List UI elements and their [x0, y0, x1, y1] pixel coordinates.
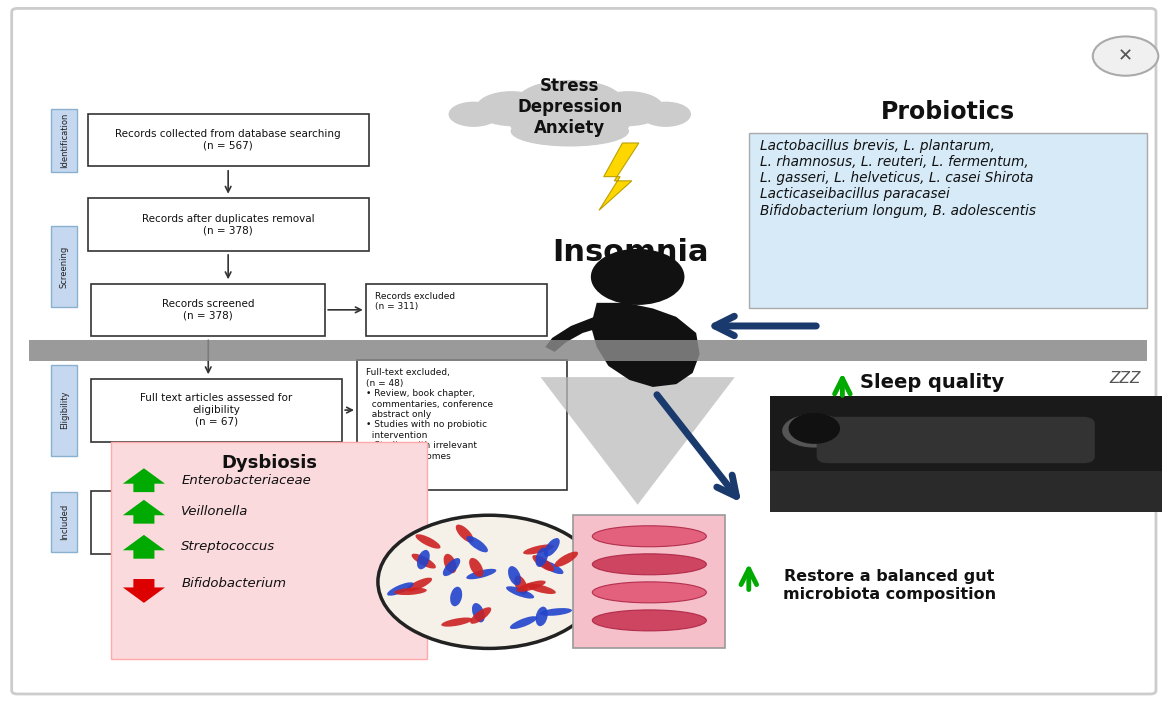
- Polygon shape: [123, 579, 165, 603]
- Ellipse shape: [555, 552, 578, 567]
- Ellipse shape: [406, 578, 432, 592]
- Polygon shape: [591, 303, 700, 387]
- Ellipse shape: [525, 583, 556, 594]
- Ellipse shape: [467, 569, 496, 579]
- Text: Records collected from database searching
(n = 567): Records collected from database searchin…: [116, 130, 340, 151]
- Ellipse shape: [517, 81, 622, 123]
- FancyBboxPatch shape: [91, 283, 325, 336]
- FancyBboxPatch shape: [357, 360, 567, 489]
- Ellipse shape: [592, 610, 707, 631]
- FancyBboxPatch shape: [12, 8, 1156, 694]
- Ellipse shape: [417, 550, 429, 569]
- FancyBboxPatch shape: [770, 396, 1162, 512]
- Text: Probiotics: Probiotics: [881, 100, 1014, 124]
- Ellipse shape: [443, 554, 456, 573]
- Ellipse shape: [523, 545, 553, 554]
- Ellipse shape: [456, 524, 474, 543]
- Ellipse shape: [387, 583, 414, 596]
- Text: Full text articles assessed for
eligibility
(n = 67): Full text articles assessed for eligibil…: [140, 393, 292, 427]
- Text: Enterobacteriaceae: Enterobacteriaceae: [181, 474, 311, 486]
- Text: Dysbiosis: Dysbiosis: [221, 454, 317, 472]
- Text: Records screened
(n = 378): Records screened (n = 378): [161, 299, 255, 320]
- Ellipse shape: [641, 102, 690, 126]
- Text: ✕: ✕: [1119, 47, 1133, 65]
- Text: ZZZ: ZZZ: [1109, 371, 1141, 386]
- Ellipse shape: [476, 92, 546, 125]
- Ellipse shape: [783, 414, 847, 448]
- FancyBboxPatch shape: [51, 492, 77, 552]
- Text: Screening: Screening: [60, 245, 69, 287]
- Ellipse shape: [532, 555, 555, 571]
- Polygon shape: [123, 500, 165, 524]
- Ellipse shape: [470, 607, 491, 624]
- FancyBboxPatch shape: [365, 283, 548, 336]
- FancyBboxPatch shape: [111, 442, 427, 659]
- Ellipse shape: [592, 554, 707, 575]
- Polygon shape: [123, 535, 165, 559]
- Ellipse shape: [415, 534, 441, 549]
- FancyBboxPatch shape: [817, 417, 1095, 463]
- Circle shape: [789, 413, 840, 444]
- FancyBboxPatch shape: [749, 133, 1147, 308]
- Text: Eligibility: Eligibility: [60, 391, 69, 429]
- Text: Full-text excluded,
(n = 48)
• Review, book chapter,
  commentaries, conference
: Full-text excluded, (n = 48) • Review, b…: [366, 369, 494, 461]
- Ellipse shape: [592, 582, 707, 603]
- Ellipse shape: [516, 580, 545, 592]
- Ellipse shape: [509, 107, 565, 135]
- Ellipse shape: [593, 92, 663, 125]
- Text: Identification: Identification: [60, 113, 69, 168]
- Ellipse shape: [450, 587, 462, 606]
- Text: Insomnia: Insomnia: [552, 238, 709, 267]
- Circle shape: [1093, 36, 1158, 76]
- Ellipse shape: [443, 558, 460, 576]
- FancyBboxPatch shape: [51, 109, 77, 172]
- Circle shape: [378, 515, 600, 648]
- Text: Veillonella: Veillonella: [181, 505, 249, 518]
- FancyBboxPatch shape: [29, 340, 1147, 361]
- Ellipse shape: [507, 586, 535, 599]
- Ellipse shape: [441, 618, 473, 627]
- Text: Included: Included: [60, 504, 69, 540]
- Text: Lactobacillus brevis, L. plantarum,
L. rhamnosus, L. reuteri, L. fermentum,
L. g: Lactobacillus brevis, L. plantarum, L. r…: [760, 139, 1037, 217]
- FancyBboxPatch shape: [770, 471, 1162, 512]
- Text: Restore a balanced gut
microbiota composition: Restore a balanced gut microbiota compos…: [783, 569, 996, 601]
- FancyBboxPatch shape: [88, 198, 369, 250]
- Text: Stress
Depression
Anxiety: Stress Depression Anxiety: [517, 77, 622, 137]
- Polygon shape: [123, 468, 165, 492]
- Ellipse shape: [469, 558, 483, 577]
- Ellipse shape: [511, 116, 628, 146]
- FancyBboxPatch shape: [91, 491, 325, 554]
- Polygon shape: [599, 143, 639, 210]
- Text: Sleep quality: Sleep quality: [860, 372, 1004, 392]
- Polygon shape: [541, 377, 735, 505]
- FancyBboxPatch shape: [91, 379, 342, 442]
- Ellipse shape: [536, 547, 548, 567]
- Ellipse shape: [544, 538, 559, 557]
- Polygon shape: [545, 317, 606, 352]
- Text: Studies included for
qualitative analysis
(n = 19): Studies included for qualitative analysi…: [156, 505, 261, 539]
- Text: Streptococcus: Streptococcus: [181, 540, 275, 553]
- Ellipse shape: [412, 554, 436, 569]
- Ellipse shape: [539, 608, 572, 616]
- FancyBboxPatch shape: [573, 515, 725, 648]
- Circle shape: [591, 249, 684, 305]
- Ellipse shape: [449, 102, 498, 126]
- Ellipse shape: [515, 576, 528, 594]
- FancyBboxPatch shape: [88, 114, 369, 166]
- Text: Bifidobacterium: Bifidobacterium: [181, 578, 287, 590]
- Ellipse shape: [508, 566, 521, 585]
- Text: Records excluded
(n = 311): Records excluded (n = 311): [374, 292, 455, 311]
- Text: Records after duplicates removal
(n = 378): Records after duplicates removal (n = 37…: [142, 214, 315, 235]
- Ellipse shape: [394, 587, 427, 595]
- Ellipse shape: [574, 107, 631, 135]
- Ellipse shape: [538, 559, 564, 574]
- FancyBboxPatch shape: [51, 365, 77, 456]
- Ellipse shape: [472, 603, 484, 622]
- Ellipse shape: [592, 526, 707, 547]
- Ellipse shape: [510, 616, 537, 629]
- FancyBboxPatch shape: [51, 226, 77, 307]
- Ellipse shape: [467, 536, 488, 552]
- Ellipse shape: [536, 606, 548, 626]
